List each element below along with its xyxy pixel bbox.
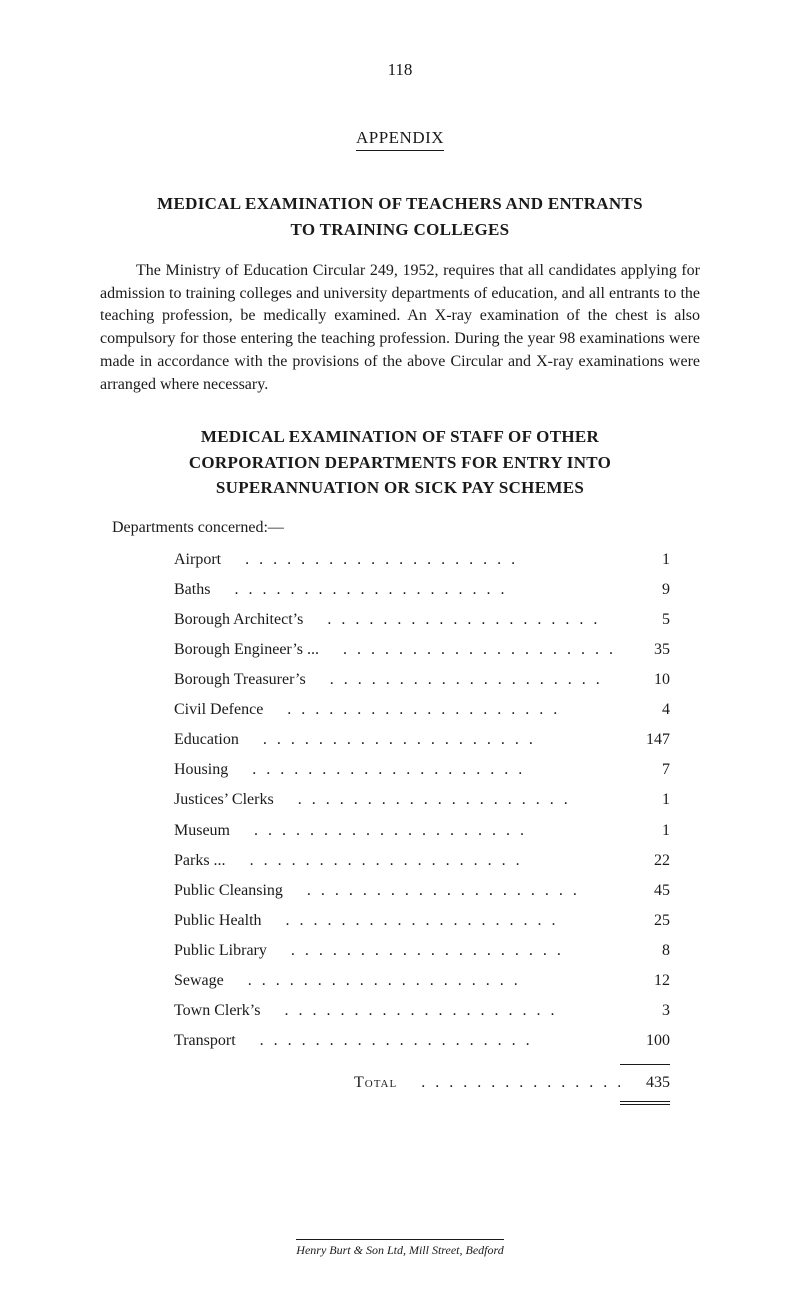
- leader-dots: ....................: [263, 695, 620, 725]
- dept-label: Public Health: [174, 906, 262, 936]
- appendix-title: APPENDIX: [356, 128, 444, 151]
- departments-list: Airport....................1Baths.......…: [174, 545, 670, 1105]
- dept-value: 100: [620, 1026, 670, 1056]
- dept-row: Borough Treasurer’s....................1…: [174, 665, 670, 695]
- dept-label: Justices’ Clerks: [174, 785, 274, 815]
- leader-dots: ....................: [262, 906, 620, 936]
- leader-dots: ....................: [230, 816, 620, 846]
- dept-label: Public Cleansing: [174, 876, 283, 906]
- total-row: Total.................... 435: [174, 1064, 670, 1105]
- leader-dots: ....................: [226, 846, 620, 876]
- page-number: 118: [100, 60, 700, 80]
- dept-value: 1: [620, 545, 670, 575]
- dept-value: 147: [620, 725, 670, 755]
- dept-row: Baths....................9: [174, 575, 670, 605]
- leader-dots: ....................: [236, 1026, 620, 1056]
- dept-label: Sewage: [174, 966, 224, 996]
- dept-label: Parks ...: [174, 846, 226, 876]
- total-double-rule: [620, 1101, 670, 1105]
- subtitle-line-2: CORPORATION DEPARTMENTS FOR ENTRY INTO: [100, 450, 700, 476]
- dept-value: 3: [620, 996, 670, 1026]
- dept-value: 5: [620, 605, 670, 635]
- dept-row: Town Clerk’s....................3: [174, 996, 670, 1026]
- dept-label: Public Library: [174, 936, 267, 966]
- dept-label: Borough Engineer’s ...: [174, 635, 319, 665]
- dept-row: Public Health....................25: [174, 906, 670, 936]
- appendix-wrapper: APPENDIX: [100, 128, 700, 151]
- total-value: 435: [620, 1064, 670, 1105]
- dept-value: 35: [620, 635, 670, 665]
- main-section-title: MEDICAL EXAMINATION OF TEACHERS AND ENTR…: [100, 191, 700, 242]
- dept-label: Borough Treasurer’s: [174, 665, 306, 695]
- leader-dots: ....................: [221, 545, 620, 575]
- dept-value: 9: [620, 575, 670, 605]
- dept-label: Housing: [174, 755, 228, 785]
- subtitle-line-3: SUPERANNUATION OR SICK PAY SCHEMES: [100, 475, 700, 501]
- body-paragraph: The Ministry of Education Circular 249, …: [100, 260, 700, 396]
- dept-label: Airport: [174, 545, 221, 575]
- leader-dots: ....................: [239, 725, 620, 755]
- total-value-text: 435: [646, 1074, 670, 1091]
- dept-row: Public Library....................8: [174, 936, 670, 966]
- departments-intro: Departments concerned:—: [112, 519, 700, 537]
- dept-label: Town Clerk’s: [174, 996, 260, 1026]
- dept-value: 1: [620, 816, 670, 846]
- subtitle-line-1: MEDICAL EXAMINATION OF STAFF OF OTHER: [100, 424, 700, 450]
- dept-value: 22: [620, 846, 670, 876]
- dept-label: Civil Defence: [174, 695, 263, 725]
- dept-value: 4: [620, 695, 670, 725]
- dept-row: Parks .......................22: [174, 846, 670, 876]
- dept-row: Borough Architect’s....................5: [174, 605, 670, 635]
- footer-text: Henry Burt & Son Ltd, Mill Street, Bedfo…: [296, 1239, 503, 1258]
- leader-dots: ....................: [319, 635, 620, 665]
- dept-label: Baths: [174, 575, 210, 605]
- dept-value: 1: [620, 785, 670, 815]
- dept-row: Justices’ Clerks....................1: [174, 785, 670, 815]
- subsection-title: MEDICAL EXAMINATION OF STAFF OF OTHER CO…: [100, 424, 700, 501]
- dept-row: Civil Defence....................4: [174, 695, 670, 725]
- dept-value: 10: [620, 665, 670, 695]
- dept-value: 45: [620, 876, 670, 906]
- dept-value: 12: [620, 966, 670, 996]
- title-line-2: TO TRAINING COLLEGES: [100, 217, 700, 243]
- title-line-1: MEDICAL EXAMINATION OF TEACHERS AND ENTR…: [100, 191, 700, 217]
- leader-dots: ....................: [267, 936, 620, 966]
- total-label: Total: [354, 1068, 397, 1098]
- leader-dots: ....................: [283, 876, 620, 906]
- dept-row: Public Cleansing....................45: [174, 876, 670, 906]
- leader-dots: ....................: [306, 665, 620, 695]
- dept-label: Museum: [174, 816, 230, 846]
- dept-row: Transport....................100: [174, 1026, 670, 1056]
- dept-row: Borough Engineer’s .....................…: [174, 635, 670, 665]
- leader-dots: ....................: [303, 605, 620, 635]
- dept-value: 7: [620, 755, 670, 785]
- leader-dots: ....................: [228, 755, 620, 785]
- dept-row: Sewage....................12: [174, 966, 670, 996]
- dept-row: Airport....................1: [174, 545, 670, 575]
- dept-value: 8: [620, 936, 670, 966]
- dept-label: Education: [174, 725, 239, 755]
- leader-dots: ....................: [224, 966, 620, 996]
- leader-dots: ....................: [397, 1068, 620, 1098]
- leader-dots: ....................: [210, 575, 620, 605]
- leader-dots: ....................: [274, 785, 620, 815]
- dept-row: Education....................147: [174, 725, 670, 755]
- dept-label: Borough Architect’s: [174, 605, 303, 635]
- dept-label: Transport: [174, 1026, 236, 1056]
- dept-value: 25: [620, 906, 670, 936]
- leader-dots: ....................: [260, 996, 620, 1026]
- footer-publisher: Henry Burt & Son Ltd, Mill Street, Bedfo…: [0, 1239, 800, 1258]
- dept-row: Housing....................7: [174, 755, 670, 785]
- dept-row: Museum....................1: [174, 816, 670, 846]
